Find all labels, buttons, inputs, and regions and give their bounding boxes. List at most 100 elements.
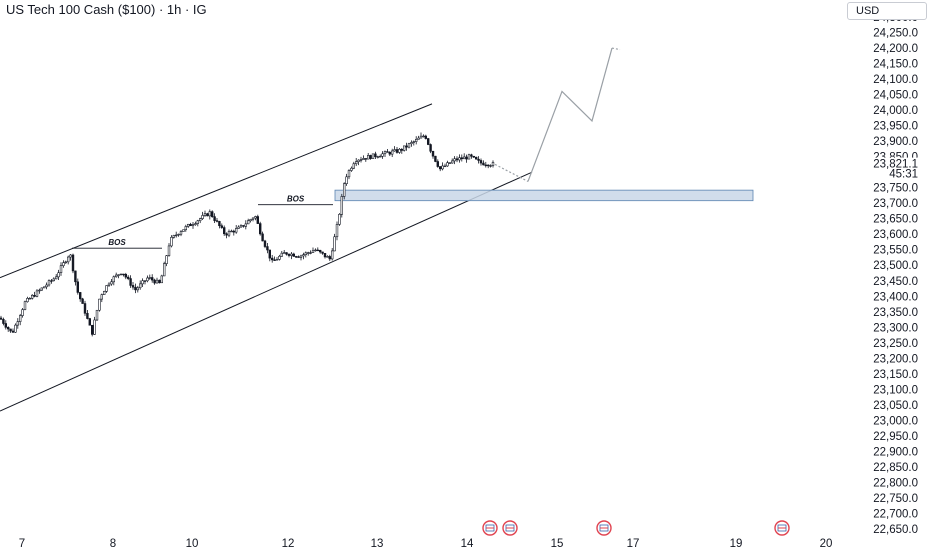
candle — [79, 291, 82, 302]
candle — [330, 247, 334, 261]
candle — [54, 274, 58, 280]
x-tick-label: 17 — [627, 538, 640, 550]
candle — [239, 224, 243, 228]
candle — [160, 274, 163, 284]
us-flag-icon[interactable] — [596, 520, 612, 536]
candle — [335, 221, 339, 241]
candle — [484, 161, 487, 168]
candle — [213, 213, 216, 223]
us-flag-icon[interactable] — [482, 520, 498, 536]
candle — [474, 156, 478, 160]
y-tick-label: 24,150.0 — [873, 59, 918, 71]
y-tick-label: 24,000.0 — [873, 105, 918, 117]
x-tick-label: 13 — [371, 538, 384, 550]
candle — [287, 253, 291, 258]
channel-lower-line — [0, 171, 533, 412]
candle — [242, 225, 245, 228]
candle — [438, 166, 442, 172]
candle — [225, 232, 228, 239]
candle — [2, 317, 5, 326]
candle — [326, 255, 329, 258]
candle — [486, 164, 490, 169]
candle — [352, 161, 355, 170]
candle — [52, 277, 56, 282]
y-tick-label: 23,400.0 — [873, 291, 918, 303]
candle — [443, 163, 447, 168]
candle — [175, 231, 178, 238]
candle — [127, 275, 130, 281]
economic-events[interactable] — [482, 520, 790, 536]
last-price-marker: 23,821.145:31 — [843, 157, 925, 181]
candle — [431, 150, 435, 159]
candle — [146, 275, 149, 283]
candle — [247, 218, 250, 225]
y-tick-label: 23,900.0 — [873, 136, 918, 148]
candle — [424, 134, 427, 140]
candle — [304, 251, 307, 258]
candle — [67, 255, 70, 265]
candle — [254, 215, 257, 221]
candle — [275, 257, 279, 261]
us-flag-icon[interactable] — [774, 520, 790, 536]
candle — [314, 248, 317, 252]
y-tick-label: 22,750.0 — [873, 493, 918, 505]
time-axis[interactable]: 7 8 10 12 13 14 15 17 19 20 — [19, 538, 833, 550]
candle — [386, 148, 389, 153]
candle — [333, 233, 336, 252]
candle — [189, 222, 192, 227]
x-tick-label: 10 — [186, 538, 199, 550]
candle — [472, 155, 475, 158]
candle — [167, 243, 171, 257]
candle — [103, 290, 106, 295]
candle — [350, 166, 353, 172]
candle — [76, 278, 80, 295]
candle — [136, 285, 139, 293]
candle — [237, 225, 240, 229]
candle — [177, 233, 180, 237]
x-tick-label: 12 — [282, 538, 295, 550]
candle — [81, 297, 84, 304]
candle — [40, 287, 44, 291]
candle — [266, 242, 269, 254]
us-flag-icon[interactable] — [502, 520, 518, 536]
candle — [163, 261, 166, 277]
candle — [359, 156, 363, 163]
chart-title: US Tech 100 Cash ($100) · 1h · IG — [6, 2, 207, 17]
candle — [321, 251, 324, 255]
candle — [261, 231, 264, 242]
candle — [258, 221, 262, 236]
candle — [98, 298, 101, 312]
candle — [211, 210, 214, 218]
candle — [93, 316, 96, 335]
candle — [64, 260, 68, 265]
y-tick-label: 23,750.0 — [873, 183, 918, 195]
candle — [309, 250, 312, 255]
price-axis[interactable]: 24,300.024,250.024,200.024,150.024,100.0… — [873, 12, 918, 536]
currency-selector[interactable]: USD — [847, 2, 927, 20]
candle — [122, 273, 125, 277]
candle — [30, 294, 34, 300]
candle — [33, 291, 36, 298]
candle — [187, 223, 190, 228]
candle — [364, 158, 367, 162]
candle — [417, 135, 420, 140]
candle — [151, 274, 154, 283]
candle — [170, 235, 173, 248]
candle — [38, 288, 41, 294]
projection-dotted-segment — [494, 163, 529, 182]
last-price-box — [843, 157, 925, 180]
x-tick-label: 14 — [461, 538, 474, 550]
candle — [412, 140, 415, 146]
candle — [482, 160, 485, 166]
candle — [347, 169, 351, 180]
y-tick-label: 22,800.0 — [873, 477, 918, 489]
y-tick-label: 22,700.0 — [873, 508, 918, 520]
y-tick-label: 23,200.0 — [873, 353, 918, 365]
candle — [107, 282, 111, 288]
candle — [134, 283, 137, 294]
candle — [434, 155, 437, 163]
candle — [285, 252, 288, 256]
y-tick-label: 23,700.0 — [873, 198, 918, 210]
candle — [446, 160, 449, 167]
